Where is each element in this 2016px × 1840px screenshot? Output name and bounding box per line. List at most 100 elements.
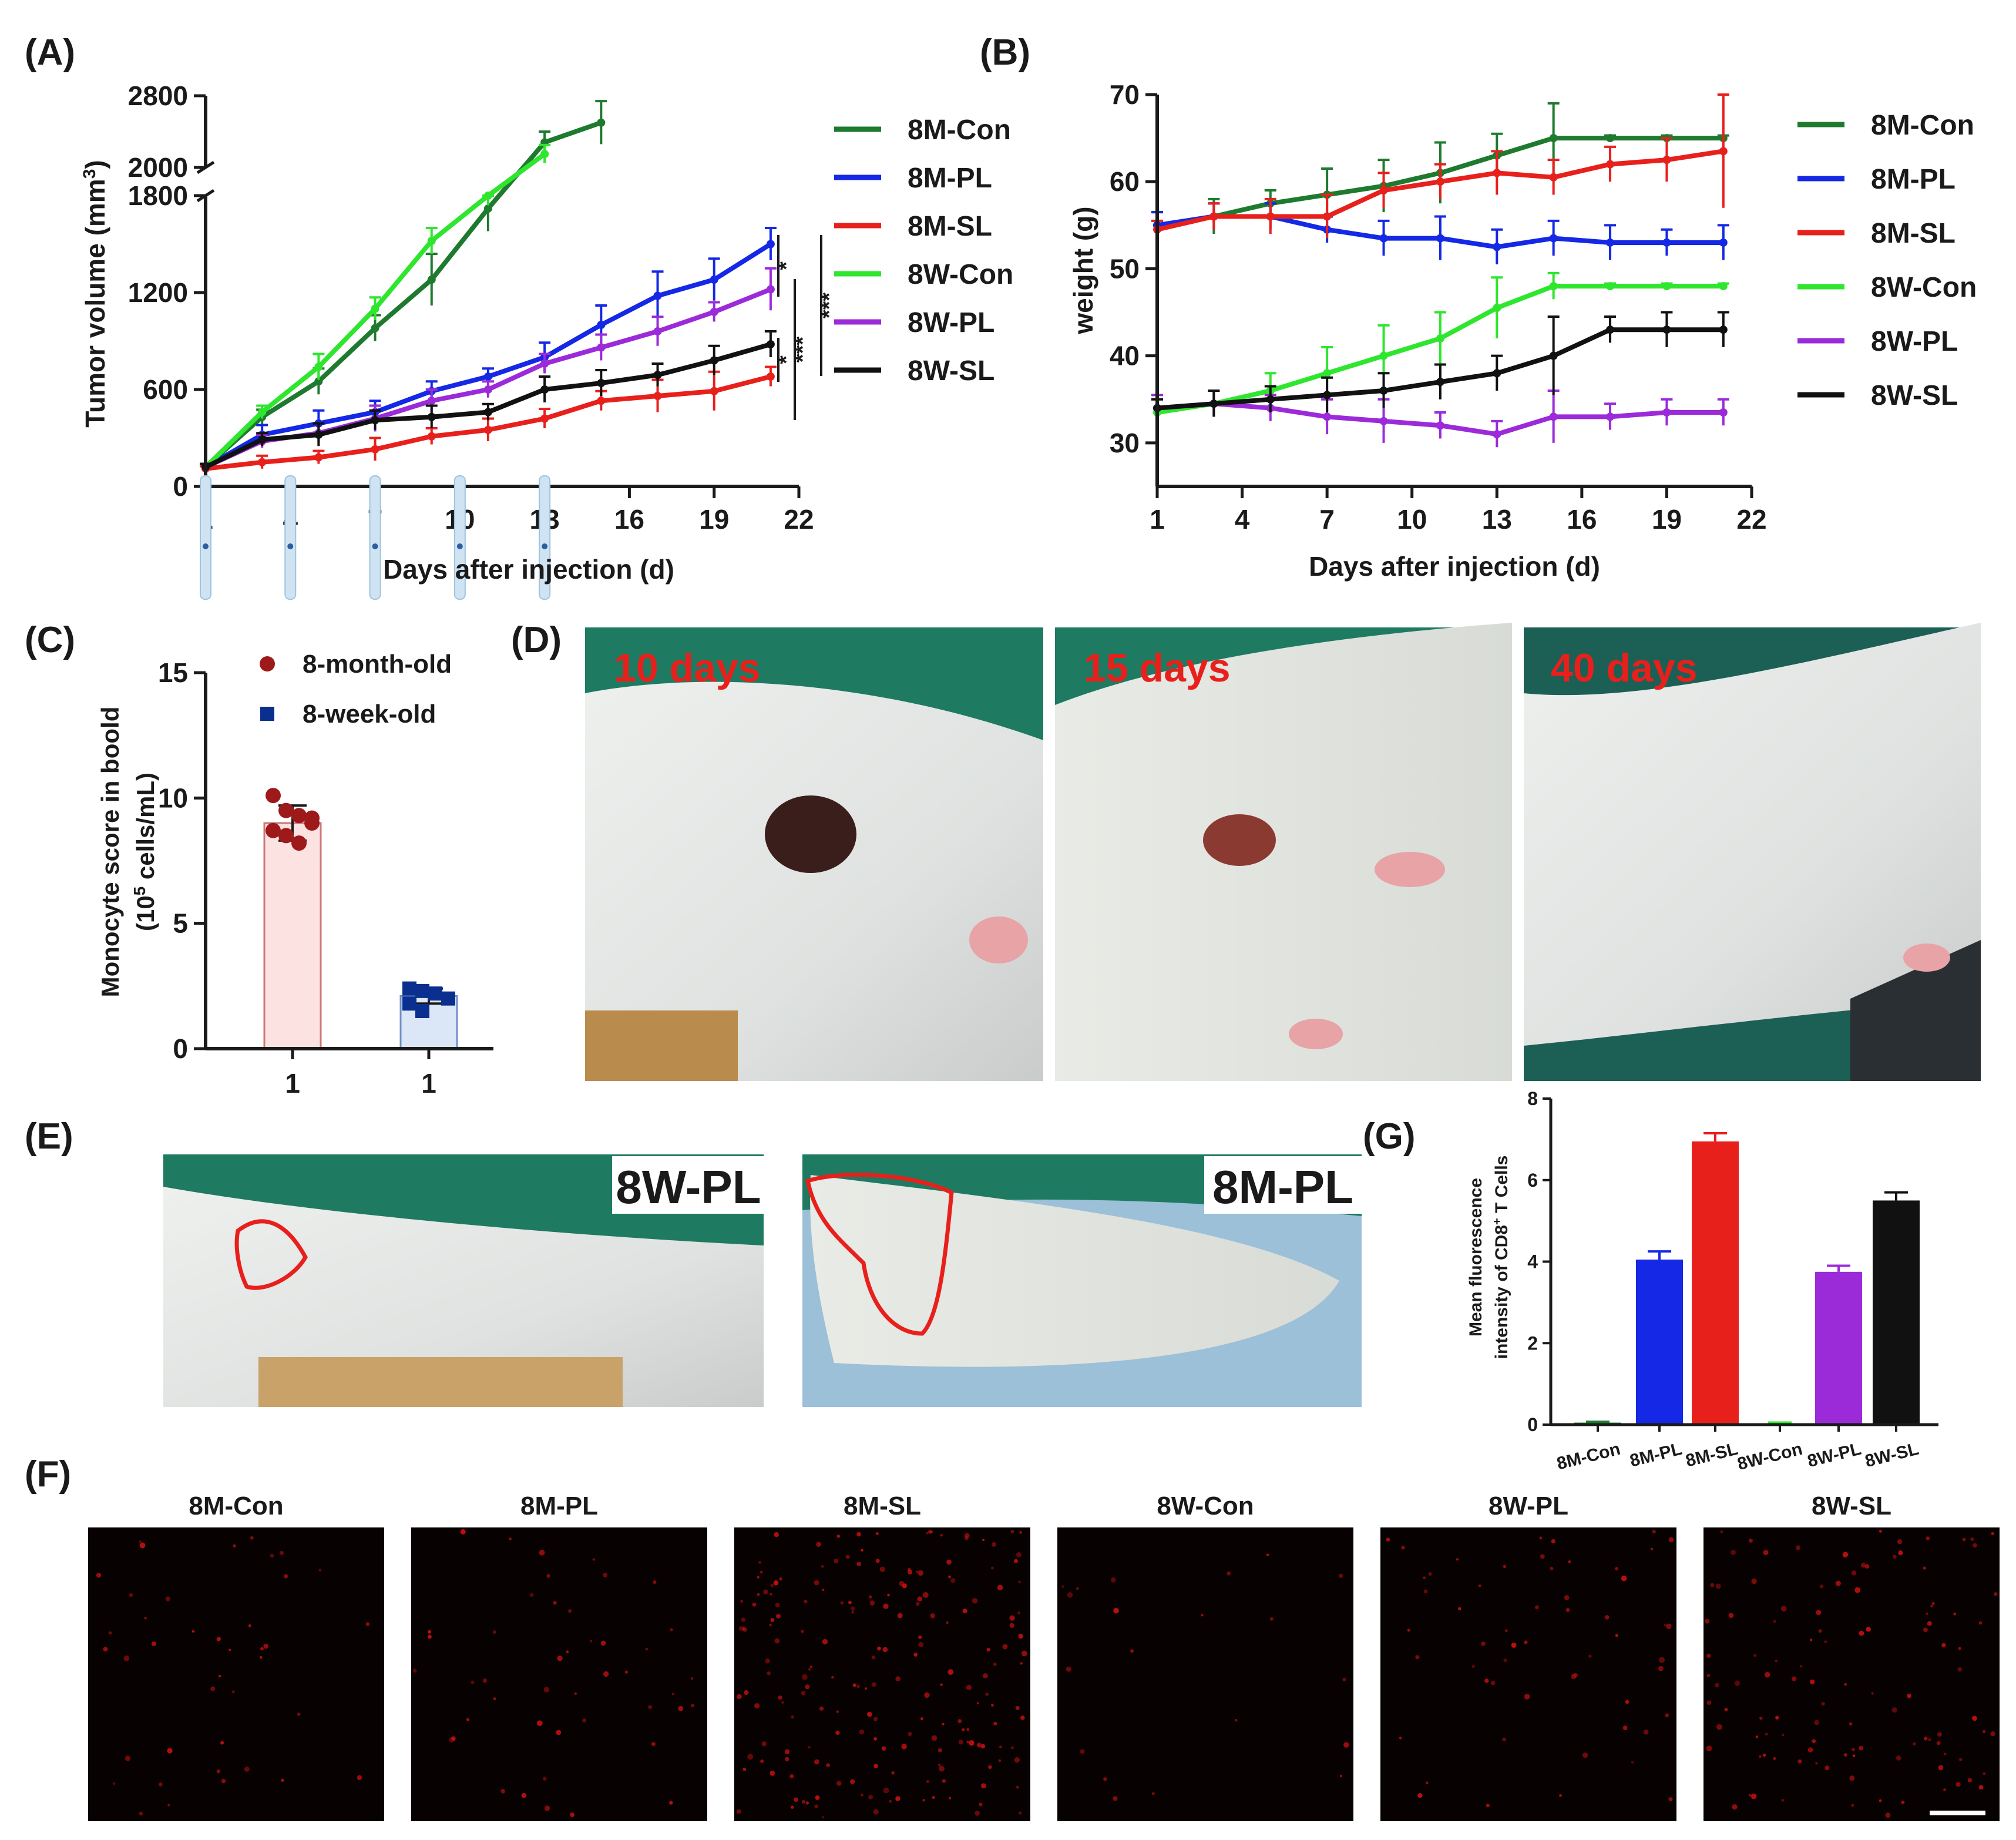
fluorescence-spot-8w-con [1103, 1777, 1107, 1781]
weight-point-8w-sl [1266, 395, 1275, 404]
fluorescence-spot-8m-sl [887, 1593, 890, 1597]
fluorescence-spot-8m-sl [856, 1562, 861, 1566]
monocyte-point-week [428, 986, 442, 1001]
fluorescence-spot-8m-sl [1002, 1644, 1008, 1650]
fluorescence-spot-8w-sl [1967, 1778, 1973, 1783]
fluorescence-spot-8m-sl [781, 1701, 784, 1704]
fluorescence-spot-8m-sl [849, 1779, 855, 1784]
healing-photos: 10 days 15 days 40 days [585, 623, 1981, 1081]
fluorescence-spot-8w-con [1338, 1573, 1343, 1579]
tumor-significance-label: * [774, 355, 799, 364]
tumor-volume-chart: 060012001800200028001471013161922 8M-Con… [80, 80, 1013, 600]
monocyte-chart: 0 5 10 15 1 1 8-month-old 8-week-old Monocyte … [96, 650, 493, 1099]
fluorescence-spot-8w-sl [1844, 1683, 1847, 1686]
fluorescence-spot-8m-sl [999, 1745, 1002, 1749]
weight-point-8w-sl [1323, 391, 1332, 399]
fluorescence-spot-8m-sl [980, 1783, 986, 1789]
weight-point-8w-con [1493, 304, 1501, 313]
fluorescence-spot-8m-sl [913, 1653, 918, 1657]
fluorescence-spot-8m-con [103, 1647, 108, 1652]
fluorescence-spot-8m-sl [908, 1731, 912, 1737]
fluorescence-images: 8M-Con 8M-PL 8M-SL 8W-Con 8W-PL 8W-SL [88, 1492, 2000, 1821]
fluorescence-spot-8m-pl [509, 1537, 512, 1540]
fluorescence-spot-8m-sl [976, 1702, 979, 1705]
fluorescence-spot-8w-sl [1993, 1592, 1998, 1596]
fluorescence-spot-8m-pl [603, 1671, 609, 1677]
fluorescence-spot-8m-sl [924, 1692, 930, 1698]
cd8-bar-8w-sl [1873, 1200, 1920, 1425]
fluorescence-spot-8w-sl [1897, 1539, 1903, 1544]
fluorescence-spot-8m-sl [938, 1748, 942, 1752]
fluorescence-spot-8m-pl [553, 1601, 557, 1605]
tumor-point-8w-sl [258, 435, 267, 444]
fluorescence-spot-8m-sl [948, 1797, 952, 1799]
fluorescence-spot-8m-con [139, 1540, 142, 1543]
monocyte-point-month [304, 810, 320, 826]
fluorescence-spot-8w-pl [1471, 1664, 1475, 1668]
fluorescence-spot-8w-sl [1755, 1735, 1759, 1738]
fluorescence-spot-8w-sl [1819, 1584, 1824, 1589]
weight-point-8m-sl [1323, 212, 1332, 221]
fluorescence-spot-8m-sl [801, 1674, 808, 1680]
fluorescence-title-8m-sl: 8M-SL [844, 1492, 921, 1520]
tumor-point-8m-con [483, 204, 492, 213]
fluorescence-spot-8w-sl [1972, 1715, 1977, 1721]
monocyte-point-month [278, 828, 294, 844]
monocyte-y-axis-unit-post: cells/mL) [132, 773, 159, 887]
fluorescence-spot-8m-sl [852, 1683, 856, 1687]
fluorescence-spot-8m-sl [915, 1570, 918, 1573]
cd8-y-tick-label: 6 [1527, 1170, 1538, 1191]
fluorescence-spot-8m-sl [868, 1794, 873, 1799]
fluorescence-spot-8w-sl [1775, 1659, 1778, 1663]
fluorescence-spot-8w-sl [1892, 1554, 1897, 1559]
fluorescence-spot-8w-pl [1573, 1673, 1578, 1678]
fluorescence-spot-8w-sl [1990, 1731, 1995, 1737]
photo-10-days-tumor [765, 795, 856, 873]
monocyte-point-month [266, 788, 281, 804]
fluorescence-spot-8m-con [260, 1647, 264, 1651]
fluorescence-image-8w-pl [1380, 1527, 1676, 1821]
fluorescence-spot-8m-con [218, 1674, 221, 1678]
fluorescence-spot-8w-sl [1807, 1747, 1813, 1753]
photo-10-days-label: 10 days [614, 646, 761, 690]
fluorescence-spot-8w-sl [1944, 1752, 1947, 1755]
weight-point-8w-con [1606, 282, 1615, 291]
fluorescence-spot-8m-sl [962, 1728, 965, 1731]
photo-15-days-paw-2 [1289, 1019, 1343, 1049]
fluorescence-spot-8m-sl [754, 1703, 760, 1709]
tumor-point-8m-sl [540, 414, 549, 423]
scale-bar [1930, 1811, 1985, 1815]
tumor-point-8w-sl [653, 371, 662, 380]
fluorescence-spot-8m-sl [930, 1613, 936, 1619]
fluorescence-spot-8m-sl [891, 1771, 895, 1775]
fluorescence-spot-8m-sl [822, 1638, 828, 1645]
fluorescence-spot-8m-pl [670, 1628, 673, 1631]
monocyte-bar-0 [263, 822, 322, 1050]
tumor-point-8w-con [540, 150, 549, 159]
fluorescence-spot-8m-sl [784, 1757, 789, 1762]
fluorescence-spot-8w-pl [1582, 1752, 1588, 1758]
fluorescence-spot-8m-sl [922, 1799, 925, 1802]
weight-x-tick-label: 13 [1482, 504, 1512, 535]
monocyte-point-week [415, 983, 429, 998]
tumor-point-8m-pl [483, 372, 492, 381]
fluorescence-spot-8w-sl [1879, 1799, 1882, 1802]
fluorescence-spot-8m-con [231, 1690, 235, 1694]
panel-label-d: (D) [511, 620, 562, 660]
fluorescence-spot-8m-sl [875, 1559, 880, 1563]
fluorescence-spot-8m-con [365, 1622, 370, 1626]
fluorescence-spot-8w-sl [1938, 1765, 1944, 1771]
fluorescence-spot-8w-pl [1539, 1536, 1543, 1540]
fluorescence-spot-8w-pl [1428, 1572, 1432, 1576]
fluorescence-spot-8w-sl [1706, 1745, 1712, 1751]
fluorescence-spot-8m-pl [651, 1742, 656, 1747]
fluorescence-spot-8m-sl [875, 1532, 879, 1536]
fluorescence-spot-8w-con [1234, 1718, 1238, 1722]
monocyte-point-month [291, 835, 307, 851]
fluorescence-spot-8w-sl [1799, 1664, 1803, 1668]
tumor-point-8w-sl [371, 416, 379, 425]
fluorescence-spot-8m-pl [451, 1736, 456, 1741]
weight-legend-label-8w-pl: 8W-PL [1871, 326, 1958, 357]
fluorescence-spot-8w-con [1076, 1587, 1079, 1590]
cd8-y-axis-label: Mean fluorescence [1466, 1178, 1486, 1337]
